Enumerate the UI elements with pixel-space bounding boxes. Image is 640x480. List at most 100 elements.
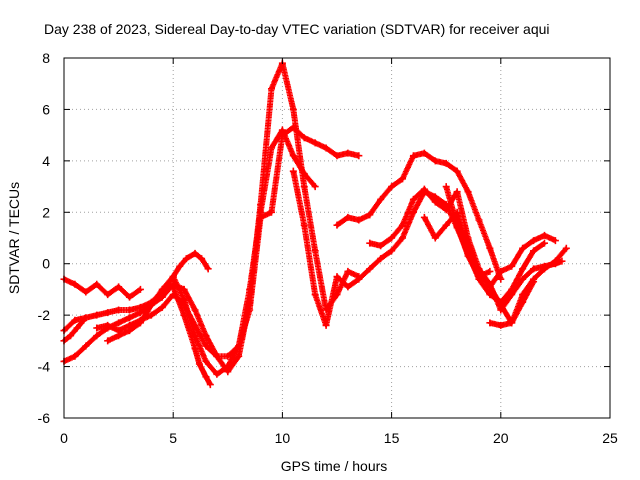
data-point xyxy=(115,283,123,291)
data-point xyxy=(409,208,417,216)
data-point xyxy=(464,252,472,260)
data-point xyxy=(551,257,559,265)
data-point xyxy=(198,255,206,263)
data-point xyxy=(442,183,450,191)
data-point xyxy=(202,357,210,365)
data-point xyxy=(530,247,538,255)
data-point xyxy=(475,216,483,224)
data-point xyxy=(202,373,210,381)
series-arc-7 xyxy=(169,283,214,389)
data-point xyxy=(257,213,265,221)
data-point xyxy=(399,175,407,183)
data-point xyxy=(267,144,275,152)
data-point xyxy=(191,345,199,353)
data-point xyxy=(355,152,363,160)
data-point xyxy=(453,188,461,196)
data-point xyxy=(399,221,407,229)
data-point xyxy=(202,342,210,350)
data-point xyxy=(519,275,527,283)
data-point xyxy=(82,288,90,296)
data-point xyxy=(67,332,75,340)
data-point xyxy=(202,332,210,340)
data-point xyxy=(530,237,538,245)
data-point xyxy=(551,237,559,245)
data-point xyxy=(204,265,212,273)
data-point xyxy=(311,247,319,255)
series-arc-14 xyxy=(486,278,538,329)
data-point xyxy=(104,309,112,317)
data-point xyxy=(300,183,308,191)
data-point xyxy=(115,319,123,327)
data-point xyxy=(224,352,232,360)
data-point xyxy=(278,131,286,139)
data-point xyxy=(388,234,396,242)
x-tick-label: 10 xyxy=(275,430,291,446)
data-point xyxy=(344,213,352,221)
series-arc-12 xyxy=(442,183,494,281)
data-point xyxy=(333,273,341,281)
data-point xyxy=(246,306,254,314)
data-point xyxy=(486,319,494,327)
data-point xyxy=(377,242,385,250)
data-point xyxy=(93,324,101,332)
data-point xyxy=(540,231,548,239)
chart-title: Day 238 of 2023, Sidereal Day-to-day VTE… xyxy=(44,21,550,37)
series-trace xyxy=(93,124,361,360)
data-point xyxy=(235,342,243,350)
data-point xyxy=(453,167,461,175)
data-point xyxy=(126,314,134,322)
data-point xyxy=(147,301,155,309)
data-point xyxy=(93,280,101,288)
data-point xyxy=(388,247,396,255)
plot-frame xyxy=(63,57,611,419)
data-point xyxy=(344,149,352,157)
data-point xyxy=(344,283,352,291)
data-point xyxy=(176,262,184,270)
x-axis-label: GPS time / hours xyxy=(281,458,388,474)
data-point xyxy=(73,324,81,332)
data-point xyxy=(311,291,319,299)
data-point xyxy=(158,285,166,293)
data-point xyxy=(126,306,134,314)
data-point xyxy=(104,321,112,329)
data-point xyxy=(104,291,112,299)
data-point xyxy=(71,352,79,360)
data-point xyxy=(213,352,221,360)
data-point xyxy=(431,198,439,206)
x-tick-label: 20 xyxy=(493,430,509,446)
data-point xyxy=(289,123,297,131)
data-point xyxy=(235,352,243,360)
data-point xyxy=(289,167,297,175)
data-point xyxy=(267,208,275,216)
data-point xyxy=(486,267,494,275)
data-point xyxy=(136,309,144,317)
data-point xyxy=(519,298,527,306)
data-point xyxy=(311,183,319,191)
data-point xyxy=(497,275,505,283)
data-point xyxy=(224,363,232,371)
data-point xyxy=(126,293,134,301)
grid-lines xyxy=(64,58,610,418)
series-arc-13 xyxy=(486,231,559,291)
data-point xyxy=(191,332,199,340)
data-point xyxy=(420,149,428,157)
data-point xyxy=(126,321,134,329)
data-point xyxy=(558,257,566,265)
data-point xyxy=(540,239,548,247)
data-point xyxy=(377,255,385,263)
data-point xyxy=(453,221,461,229)
data-point xyxy=(562,244,570,252)
data-point xyxy=(300,170,308,178)
data-point xyxy=(464,188,472,196)
data-point xyxy=(147,311,155,319)
data-point xyxy=(206,381,214,389)
data-point xyxy=(420,213,428,221)
data-point xyxy=(388,183,396,191)
series-arc-9 xyxy=(333,149,505,283)
data-point xyxy=(508,262,516,270)
data-point xyxy=(442,206,450,214)
data-point xyxy=(333,221,341,229)
data-point xyxy=(115,306,123,314)
data-point xyxy=(322,144,330,152)
data-point xyxy=(377,195,385,203)
